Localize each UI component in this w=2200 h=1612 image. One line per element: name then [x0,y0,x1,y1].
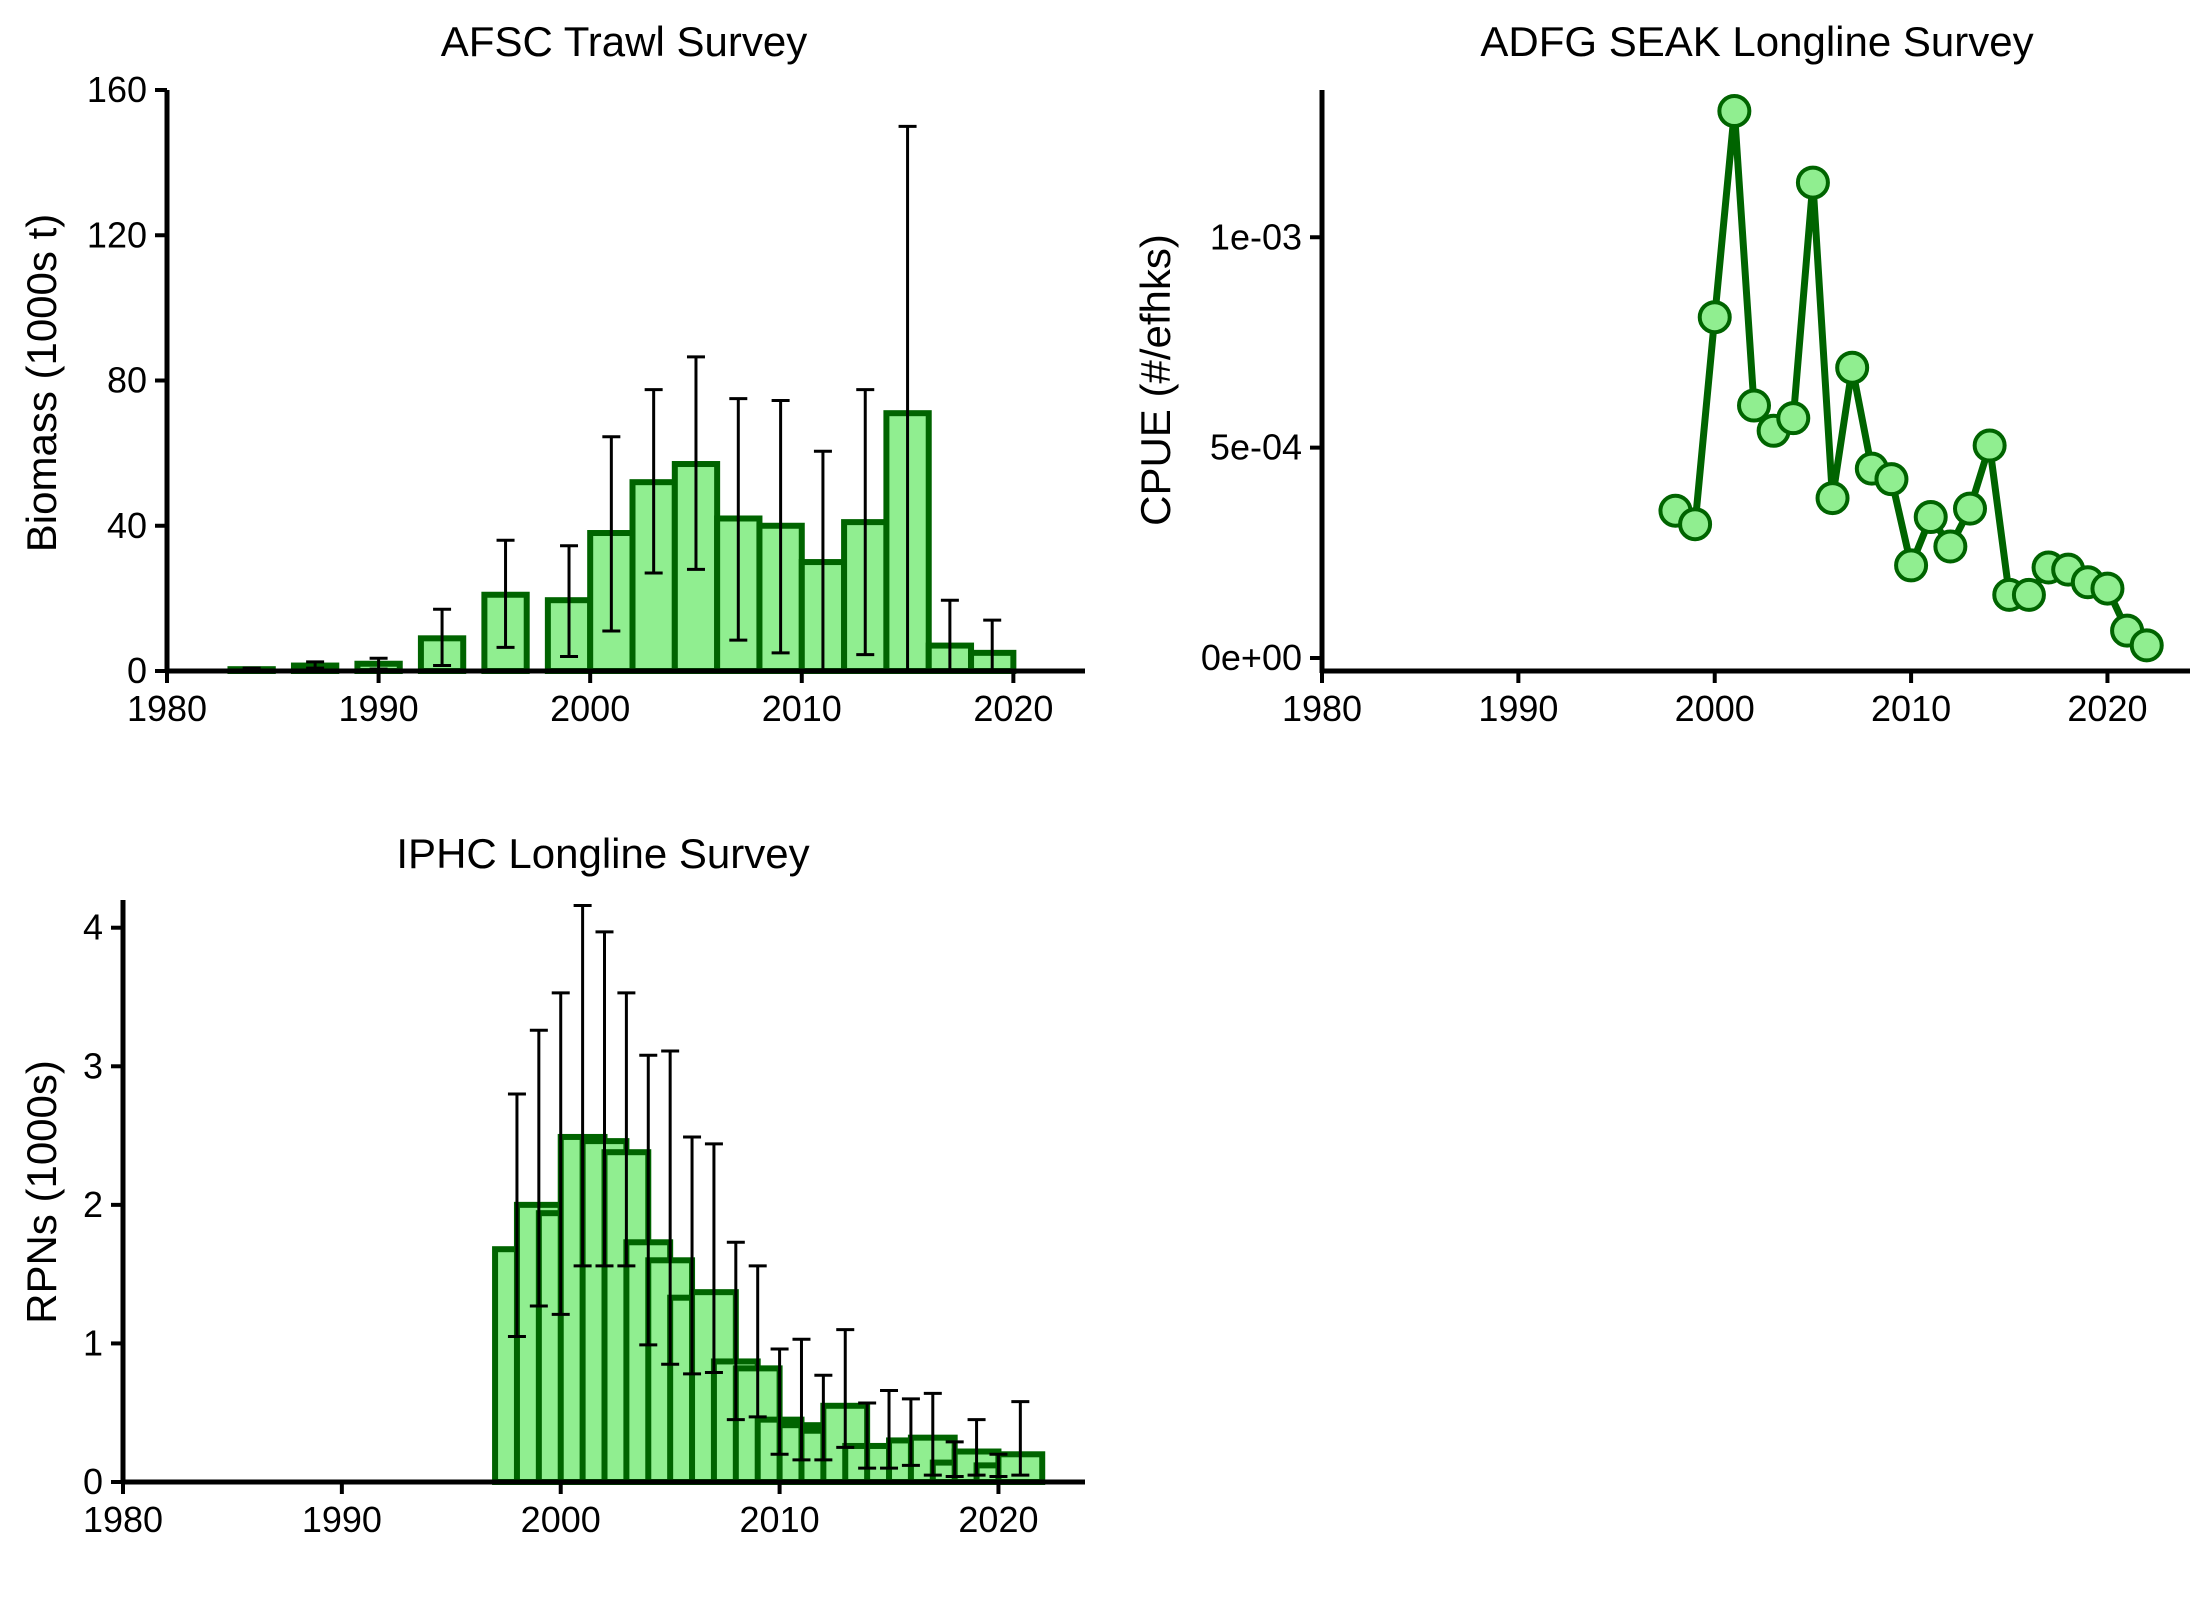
data-point [2129,628,2164,663]
error-bars [507,904,1030,1478]
bars [227,410,1017,675]
x-tick-label: 2020 [973,688,1053,729]
y-axis-label: CPUE (#/efhks) [1132,234,1179,526]
x-tick-label: 2020 [958,1499,1038,1540]
data-point [1776,401,1811,436]
data-point [1953,491,1987,526]
x-tick-label: 2000 [1675,688,1755,729]
data-point [2090,571,2125,606]
bars [492,1133,1046,1486]
series-points [1658,94,2164,663]
panel-adfg-longline: ADFG SEAK Longline Survey CPUE (#/efhks)… [1132,18,2190,729]
x-tick-label: 1980 [83,1499,163,1540]
data-point [1795,165,1830,200]
y-tick-label: 4 [83,907,103,948]
x-tick-label: 2020 [2067,688,2147,729]
y-tick-label: 80 [107,360,147,401]
y-tick-label: 5e-04 [1210,427,1302,468]
data-point [1737,388,1771,423]
x-tick-label: 2010 [1871,688,1951,729]
x-tick-label: 1980 [1282,688,1362,729]
x-tick-label: 2000 [550,688,630,729]
x-tick-label: 1990 [302,1499,382,1540]
y-tick-label: 1e-03 [1210,216,1302,257]
x-axis-ticks: 1980 1990 2000 2010 2020 [1282,671,2148,729]
data-point [1972,428,2007,463]
x-tick-label: 2010 [740,1499,820,1540]
x-tick-label: 1980 [127,688,207,729]
y-tick-label: 0e+00 [1201,637,1302,678]
error-bars [242,124,1002,673]
y-axis-ticks: 0 40 80 120 160 [87,69,167,691]
y-tick-label: 160 [87,69,147,110]
data-point [1835,350,1870,385]
y-tick-label: 1 [83,1322,103,1363]
data-point [1913,500,1948,535]
y-tick-label: 3 [83,1045,103,1086]
x-tick-label: 1990 [1478,688,1558,729]
panel-title: AFSC Trawl Survey [441,18,807,65]
y-axis-label: Biomass (1000s t) [18,214,65,552]
panel-title: IPHC Longline Survey [396,830,809,877]
y-tick-label: 2 [83,1184,103,1225]
y-tick-label: 40 [107,505,147,546]
panel-title: ADFG SEAK Longline Survey [1480,18,2033,65]
panel-iphc-longline: IPHC Longline Survey RPNs (1000s) 1980 19… [18,830,1085,1540]
data-point [1697,300,1732,335]
y-axis-label: RPNs (1000s) [18,1060,65,1324]
x-tick-label: 2010 [762,688,842,729]
data-point [1717,94,1752,129]
y-axis-ticks: 0e+00 5e-04 1e-03 [1201,216,1322,678]
panel-afsc-trawl: AFSC Trawl Survey Biomass (1000s t) 1980… [18,18,1085,729]
x-tick-label: 1990 [339,688,419,729]
y-axis-ticks: 0 1 2 3 4 [83,907,123,1502]
y-tick-label: 0 [83,1461,103,1502]
data-point [1678,507,1713,542]
x-tick-label: 2000 [521,1499,601,1540]
data-point [1894,548,1929,583]
x-axis-ticks: 1980 1990 2000 2010 2020 [127,671,1053,729]
data-point [1933,529,1968,564]
y-tick-label: 0 [127,650,147,691]
data-point [1874,462,1909,497]
data-point [1815,481,1850,516]
x-axis-ticks: 1980 1990 2000 2010 2020 [83,1482,1039,1540]
data-point [2011,577,2046,612]
y-tick-label: 120 [87,214,147,255]
